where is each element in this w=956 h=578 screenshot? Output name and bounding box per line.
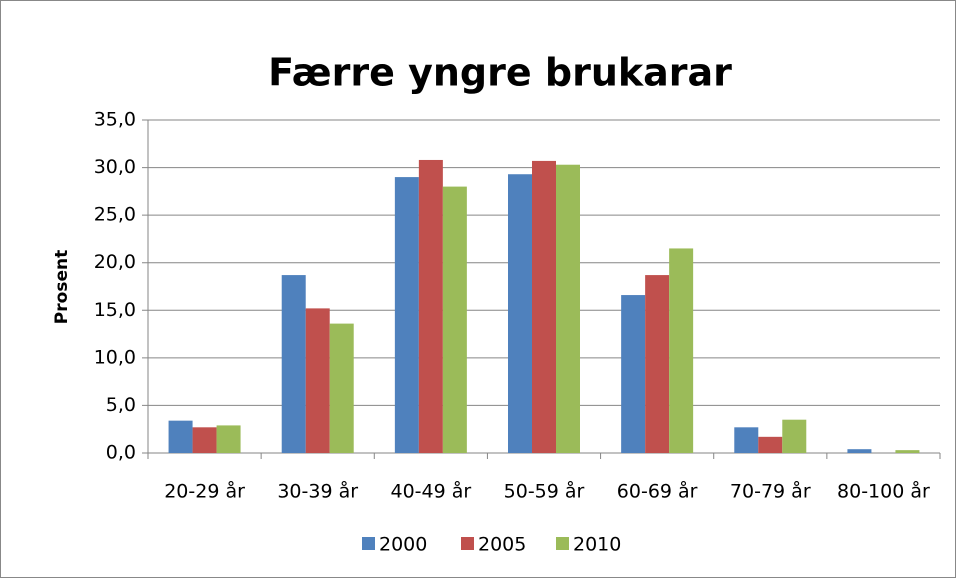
bar <box>556 164 580 453</box>
chart-title: Færre yngre brukarar <box>268 51 732 95</box>
bar <box>532 160 556 453</box>
bar <box>847 449 872 453</box>
legend-label: 2000 <box>379 534 427 556</box>
legend-swatch <box>362 537 375 550</box>
x-tick-label: 30-39 år <box>277 480 358 503</box>
y-tick-label: 35,0 <box>94 109 136 131</box>
bar <box>734 427 759 453</box>
bar <box>508 174 532 453</box>
bar <box>758 436 783 453</box>
x-tick-label: 40-49 år <box>390 480 471 503</box>
legend-label: 2005 <box>478 534 526 556</box>
y-tick-label: 30,0 <box>94 156 136 178</box>
y-tick-label: 10,0 <box>94 346 136 368</box>
bar <box>782 419 807 453</box>
y-axis-label: Prosent <box>52 250 72 324</box>
bar <box>192 427 217 453</box>
bar <box>418 159 443 453</box>
legend-swatch <box>556 537 569 550</box>
x-tick-label: 60-69 år <box>617 480 698 503</box>
y-tick-label: 5,0 <box>106 394 136 416</box>
y-tick-label: 0,0 <box>106 442 136 464</box>
bar <box>168 420 193 453</box>
bar <box>329 323 354 453</box>
x-tick-label: 50-59 år <box>504 480 585 503</box>
x-tick-label: 20-29 år <box>164 480 245 503</box>
legend-label: 2010 <box>573 534 621 556</box>
bar <box>305 308 330 453</box>
x-tick-label: 80-100 år <box>837 480 930 503</box>
y-tick-label: 25,0 <box>94 204 136 226</box>
bar <box>621 295 646 453</box>
bar <box>442 186 467 453</box>
y-tick-label: 15,0 <box>94 299 136 321</box>
bar <box>895 450 920 453</box>
legend-swatch <box>461 537 474 550</box>
bar <box>281 275 306 453</box>
bar <box>645 275 670 453</box>
x-tick-label: 70-79 år <box>730 480 811 503</box>
y-tick-label: 20,0 <box>94 251 136 273</box>
bar <box>216 425 241 453</box>
bar <box>669 248 694 453</box>
bar <box>394 177 419 454</box>
